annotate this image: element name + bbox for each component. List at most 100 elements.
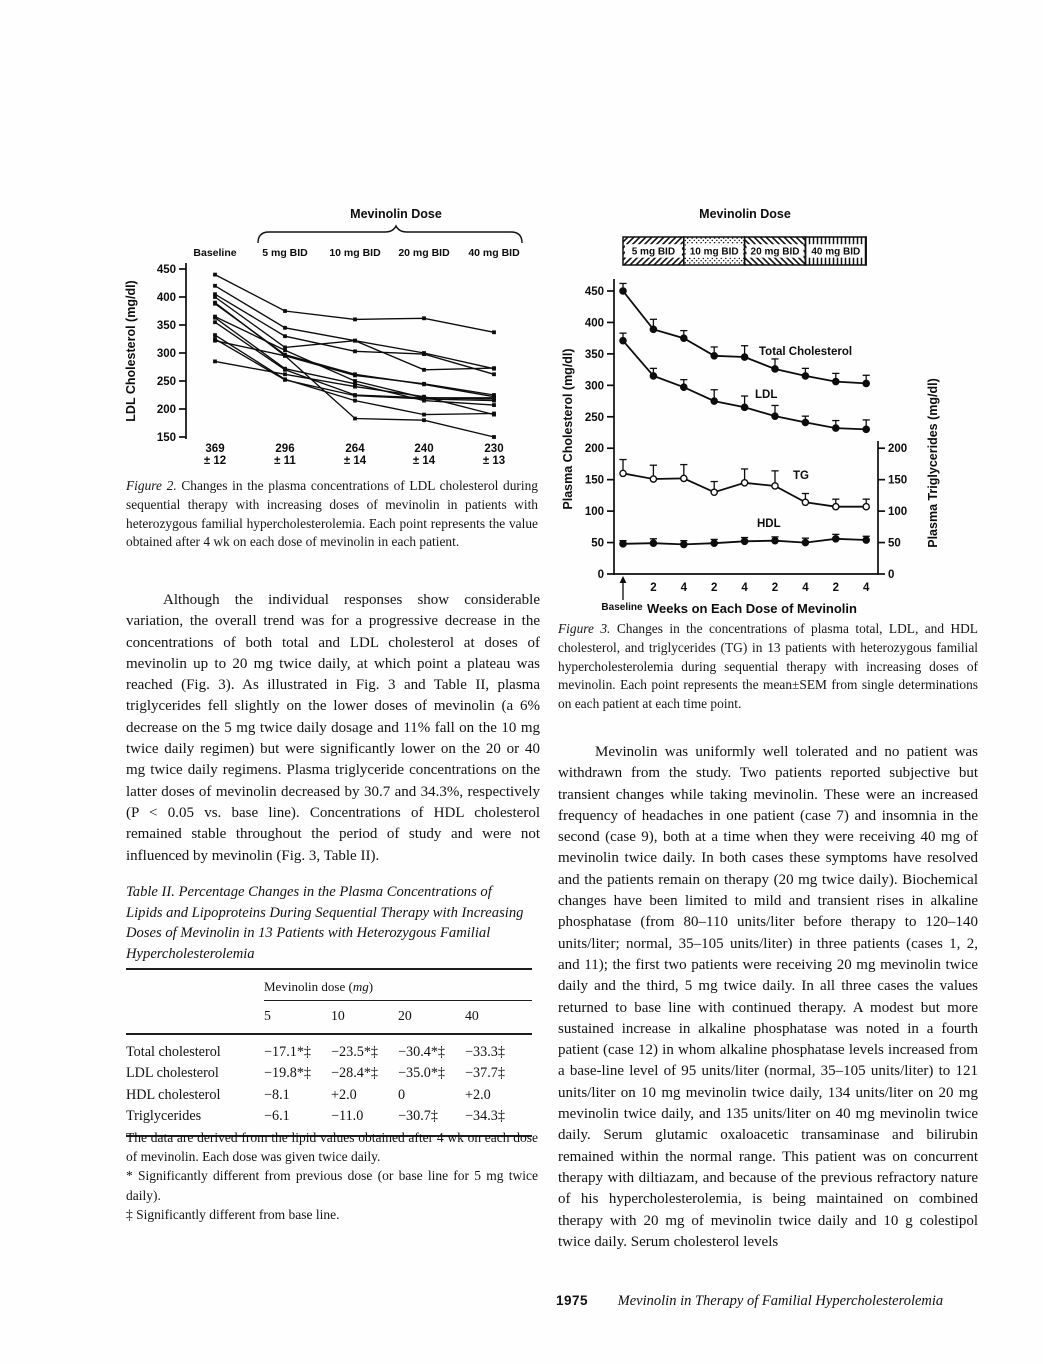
data-point (492, 412, 496, 417)
series-point (831, 424, 840, 432)
series-point (649, 539, 658, 547)
series-point (801, 498, 810, 507)
series-point (801, 418, 810, 427)
data-point (492, 395, 496, 400)
data-point (353, 381, 357, 386)
x-tick-label: 4 (863, 582, 870, 594)
dose-column-header: 40 (465, 1000, 532, 1035)
table-row-label: LDL cholesterol (126, 1065, 219, 1082)
table2-title: Table II. Percentage Changes in the Plas… (126, 884, 524, 962)
data-point (283, 348, 287, 353)
table-cell: −34.3‡ (465, 1108, 505, 1125)
data-point (422, 382, 426, 387)
x-tick-label: 2 (650, 582, 656, 594)
data-point (353, 372, 357, 377)
table-cell: +2.0 (465, 1086, 491, 1103)
data-point (353, 379, 357, 383)
data-point (492, 366, 496, 371)
figure2-caption: Figure 2. Changes in the plasma concentr… (126, 477, 538, 552)
dose-column-header: 20 (398, 1000, 465, 1035)
data-point (213, 295, 217, 299)
series-point (862, 425, 871, 434)
table-cell: −11.0 (331, 1108, 364, 1125)
table-cell: −28.4*‡ (331, 1065, 379, 1082)
y-tick-label: 150 (157, 432, 176, 444)
table-row: HDL cholesterol −8.1 +2.0 0 +2.0 (126, 1085, 532, 1106)
series-point (710, 488, 718, 497)
dose-band-label: 10 mg BID (690, 247, 739, 258)
data-point (213, 333, 217, 337)
data-point (213, 359, 217, 364)
data-point (353, 338, 357, 343)
table2-note-star: * Significantly different from previous … (126, 1168, 538, 1203)
series-point (831, 377, 840, 386)
column-label: 5 mg BID (262, 247, 308, 259)
series-point (740, 537, 749, 546)
patient-line (214, 274, 495, 333)
series-point (619, 540, 627, 548)
dose-band-label-bg (624, 244, 682, 258)
table-cell: −17.1*‡ (264, 1044, 312, 1060)
series-point (740, 403, 749, 412)
series-point (619, 469, 627, 478)
data-point (283, 345, 287, 350)
mean-value: 296 (275, 443, 294, 455)
data-point (353, 393, 357, 398)
table-cell: −37.7‡ (465, 1065, 505, 1082)
data-point (283, 377, 287, 382)
data-point (283, 367, 287, 372)
column-label: 20 mg BID (398, 247, 450, 259)
column-label: Baseline (193, 247, 236, 259)
dose-band-label-bg (746, 244, 804, 258)
series-point (771, 536, 779, 545)
body-paragraph-right: Mevinolin was uniformly well tolerated a… (558, 744, 978, 1250)
table-corner-cell (126, 1000, 264, 1035)
figure3-caption-label: Figure 3. (558, 621, 611, 636)
series-line (622, 290, 867, 385)
series-point (801, 538, 810, 547)
left-y-tick-label: 450 (585, 286, 604, 298)
data-point (422, 352, 426, 357)
mean-value: 264 (345, 443, 365, 455)
figure3-caption-text: Changes in the concentrations of plasma … (558, 621, 978, 712)
dose-band-label: 40 mg BID (811, 247, 860, 258)
figure3-chart-title: Mevinolin Dose (699, 207, 791, 221)
table-cell: −19.8*‡ (264, 1065, 312, 1082)
data-point (422, 367, 426, 372)
left-y-axis-title: Plasma Cholesterol (mg/dl) (561, 348, 575, 509)
series-point (710, 539, 718, 547)
table-cell: −23.5*‡ (331, 1044, 379, 1060)
right-y-tick-label: 0 (888, 569, 894, 581)
mean-value: 240 (414, 443, 433, 455)
dose-brace (257, 224, 523, 244)
data-point (283, 325, 287, 330)
body-paragraph-left: Although the individual responses show c… (126, 592, 540, 864)
x-axis-title: Weeks on Each Dose of Mevinolin (647, 601, 857, 616)
left-y-tick-label: 50 (591, 538, 604, 550)
x-tick-label: 2 (711, 582, 717, 594)
table-cell: −30.7‡ (398, 1108, 438, 1125)
data-point (422, 397, 426, 401)
left-y-tick-label: 150 (585, 475, 604, 487)
data-point (353, 398, 357, 403)
table-row-label: HDL cholesterol (126, 1086, 221, 1103)
figure2-caption-label: Figure 2. (126, 478, 177, 493)
page-footer: 1975 Mevinolin in Therapy of Familial Hy… (556, 1293, 986, 1310)
data-point (283, 372, 287, 377)
dose-column-header: 10 (331, 1000, 398, 1035)
x-tick-label: 2 (833, 582, 839, 594)
left-y-tick-label: 0 (598, 569, 604, 581)
table-row: Total cholesterol −17.1*‡ −23.5*‡ −30.4*‡ −3… (126, 1034, 532, 1063)
series-point (862, 502, 871, 511)
right-y-tick-label: 150 (888, 475, 907, 487)
data-point (492, 398, 496, 403)
baseline-label: Baseline (601, 602, 643, 613)
table-row-label: Total cholesterol (126, 1044, 221, 1060)
mean-sem: ± 11 (274, 455, 296, 467)
left-y-tick-label: 100 (585, 506, 604, 518)
series-label: TG (793, 470, 809, 482)
left-y-tick-label: 250 (585, 412, 604, 424)
mean-sem: ± 14 (344, 455, 367, 467)
table-row: Triglycerides −6.1 −11.0 −30.7‡ −34.3‡ (126, 1106, 532, 1136)
right-y-tick-label: 50 (888, 538, 901, 550)
